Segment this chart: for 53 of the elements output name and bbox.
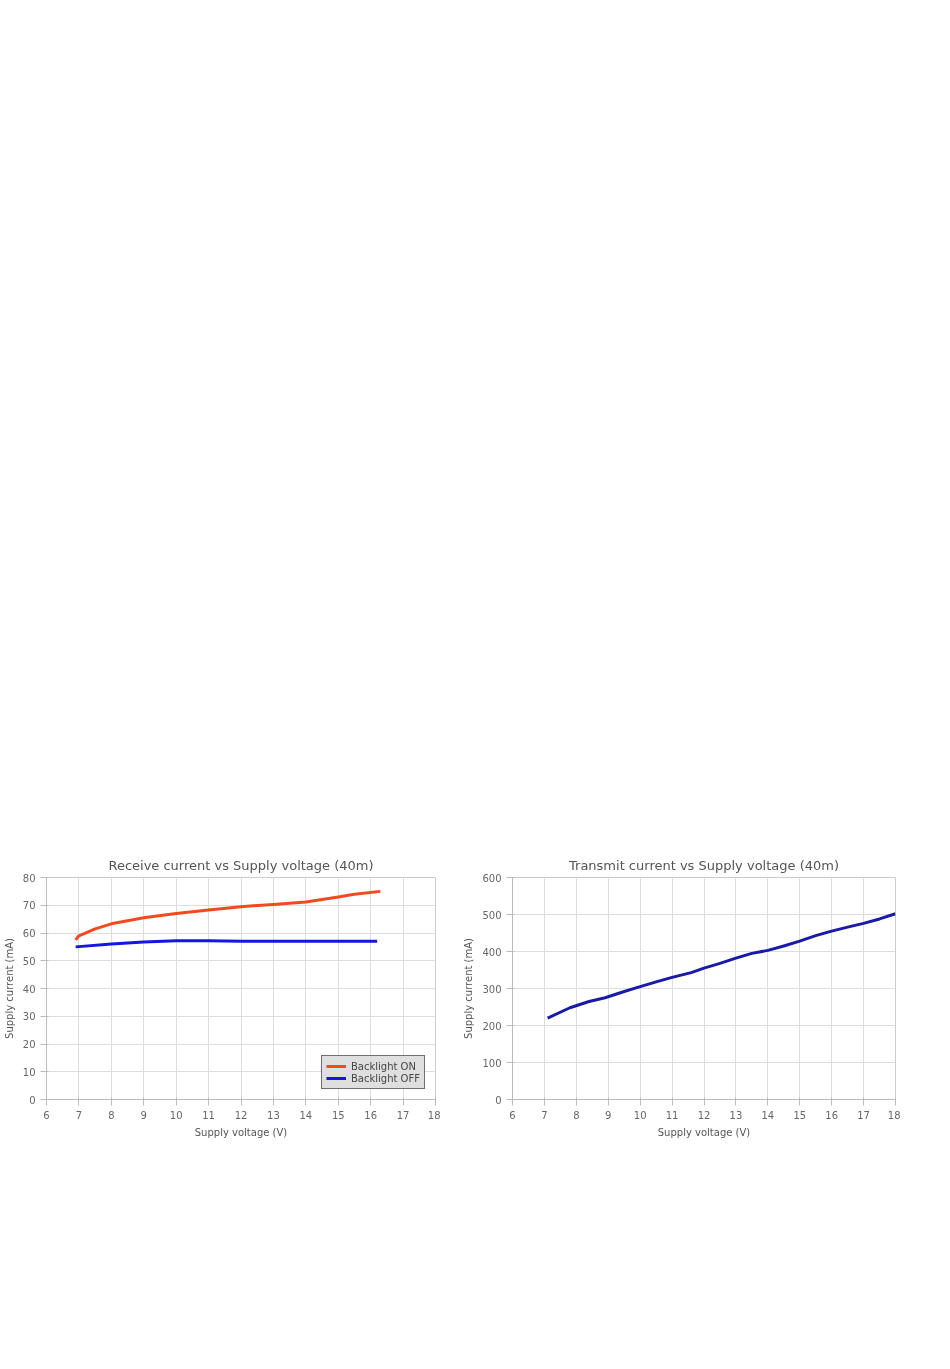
y-tick-label: 100 <box>482 1057 502 1069</box>
x-tick-label: 10 <box>169 1109 183 1121</box>
y-axis-title: Supply current (mA) <box>3 937 15 1039</box>
y-tick-label: 200 <box>482 1020 502 1032</box>
x-tick-label: 7 <box>75 1109 83 1121</box>
y-tick-label: 400 <box>482 946 502 958</box>
y-tick-label: 20 <box>22 1039 36 1050</box>
x-tick-label: 12 <box>697 1109 711 1121</box>
y-tick-label: 600 <box>482 872 502 884</box>
y-tick-label: 70 <box>22 900 36 912</box>
x-axis-title: Supply voltage (V) <box>657 1126 751 1138</box>
x-tick-label: 11 <box>202 1109 215 1121</box>
x-tick-label: 18 <box>427 1109 441 1121</box>
x-tick-label: 6 <box>43 1109 50 1121</box>
x-tick-label: 6 <box>509 1109 516 1121</box>
x-tick-label: 13 <box>729 1109 743 1121</box>
x-tick-label: 15 <box>331 1109 345 1121</box>
x-tick-label: 9 <box>140 1109 147 1121</box>
x-tick-label: 8 <box>108 1109 115 1121</box>
y-tick-label: 10 <box>22 1066 36 1078</box>
x-tick-label: 13 <box>267 1109 280 1121</box>
x-tick-label: 7 <box>541 1109 548 1121</box>
x-tick-label: 15 <box>793 1109 807 1121</box>
x-tick-label: 14 <box>761 1109 775 1121</box>
x-tick-label: 11 <box>665 1109 679 1121</box>
y-tick-label: 0 <box>495 1094 502 1106</box>
chart-title: Receive current vs Supply voltage (40m) <box>108 857 374 873</box>
y-axis-title: Supply current (mA) <box>463 937 475 1039</box>
x-tick-label: 14 <box>299 1109 313 1121</box>
x-tick-label: 12 <box>234 1109 248 1121</box>
y-tick-label: 40 <box>22 983 36 995</box>
x-tick-label: 18 <box>887 1109 901 1121</box>
y-tick-label: 60 <box>22 928 36 939</box>
x-tick-label: 17 <box>396 1109 410 1121</box>
y-tick-label: 300 <box>482 983 502 995</box>
chart-title: Transmit current vs Supply voltage (40m) <box>568 857 839 873</box>
y-tick-label: 80 <box>22 872 36 884</box>
x-axis-title: Supply voltage (V) <box>194 1126 288 1138</box>
x-tick-label: 16 <box>364 1109 378 1121</box>
y-tick-label: 30 <box>22 1011 36 1023</box>
legend-label: Backlight OFF <box>351 1072 420 1084</box>
y-tick-label: 500 <box>482 909 502 921</box>
x-tick-label: 16 <box>825 1109 839 1121</box>
y-tick-label: 50 <box>22 955 36 967</box>
line-series <box>74 889 382 942</box>
y-tick-label: 0 <box>29 1094 36 1106</box>
x-tick-label: 8 <box>573 1109 580 1121</box>
line-series <box>74 939 379 949</box>
line-series <box>546 912 896 1020</box>
x-tick-label: 9 <box>605 1109 612 1121</box>
x-tick-label: 17 <box>857 1109 870 1121</box>
x-tick-label: 10 <box>633 1109 647 1121</box>
legend-label: Backlight ON <box>351 1060 416 1072</box>
